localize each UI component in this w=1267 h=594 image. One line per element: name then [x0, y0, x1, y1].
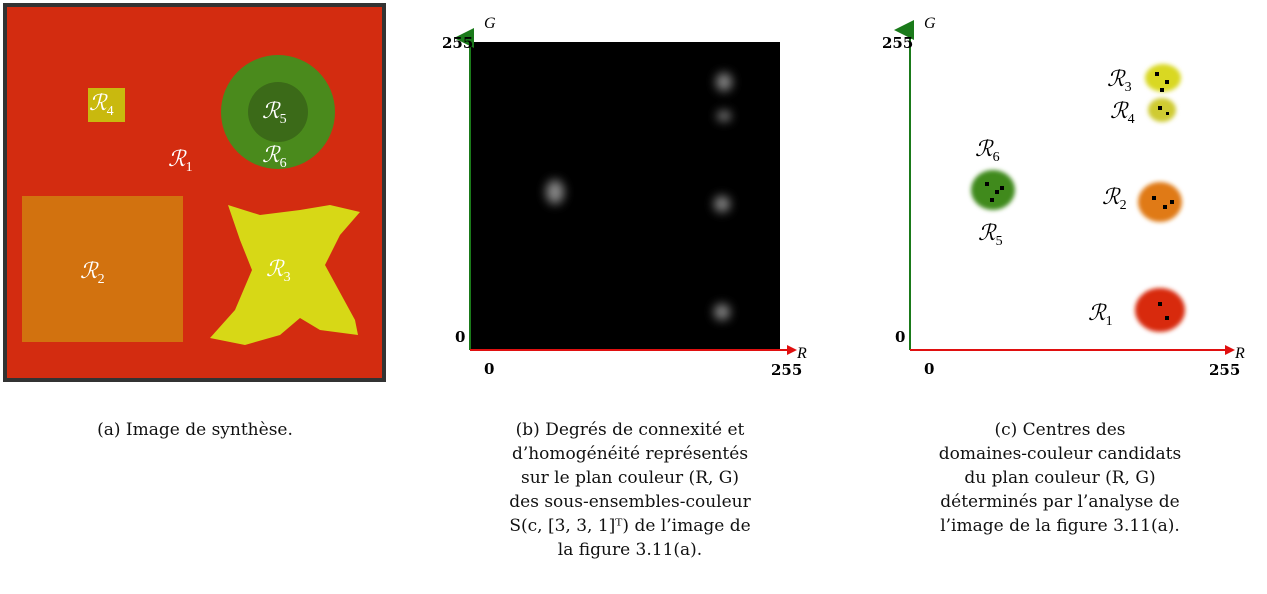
y-tick-label: 255	[882, 34, 913, 52]
y-axis-label: G	[924, 15, 936, 32]
caption-line: sur le plan couleur (R, G)	[520, 468, 740, 488]
y-tick-label: 0	[455, 328, 465, 346]
region-index: 2	[98, 272, 105, 287]
caption-line: domaines-couleur candidats	[938, 444, 1182, 464]
caption-line: S(c, [3, 3, 1]ᵀ) de l’image de	[509, 516, 751, 536]
region-letter: ℛ	[1110, 98, 1129, 123]
region-index: 4	[1128, 112, 1135, 127]
region-index: 3	[284, 270, 291, 285]
x-tick-label: 0	[924, 360, 934, 378]
caption-b: (b) Degrés de connexité et d’homogénéité …	[450, 418, 810, 562]
region-label: ℛ4	[1110, 98, 1135, 127]
region-label: ℛ5	[978, 220, 1003, 249]
x-axis-label: R	[1234, 345, 1245, 362]
caption-line: des sous-ensembles-couleur	[509, 492, 751, 512]
region-letter: ℛ	[975, 136, 994, 161]
region-label: ℛ3	[266, 256, 291, 285]
region-letter: ℛ	[978, 220, 997, 245]
synthetic-image	[3, 3, 386, 382]
x-tick-label: 255	[771, 361, 802, 379]
region-letter: ℛ	[168, 146, 187, 171]
caption-line: (a) Image de synthèse.	[97, 420, 293, 440]
y-tick-label: 255	[442, 34, 473, 52]
caption-line: déterminés par l’analyse de	[940, 492, 1180, 512]
region-letter: ℛ	[1107, 66, 1126, 91]
region-label: ℛ6	[262, 142, 287, 171]
candidate-centres-plane	[894, 20, 1235, 355]
region-index: 1	[186, 160, 193, 175]
region-index: 1	[1106, 314, 1113, 329]
region-letter: ℛ	[1102, 184, 1121, 209]
region-label: ℛ1	[168, 146, 193, 175]
x-axis-label: R	[796, 345, 807, 362]
region-letter: ℛ	[80, 258, 99, 283]
region-label: ℛ3	[1107, 66, 1132, 95]
caption-a: (a) Image de synthèse.	[30, 418, 360, 442]
x-tick-label: 0	[484, 360, 494, 378]
region-index: 6	[280, 156, 287, 171]
region-index: 5	[996, 234, 1003, 249]
y-tick-label: 0	[895, 328, 905, 346]
region-label: ℛ2	[1102, 184, 1127, 213]
caption-line: du plan couleur (R, G)	[964, 468, 1156, 488]
region-index: 5	[280, 112, 287, 127]
caption-c: (c) Centres des domaines-couleur candidat…	[880, 418, 1240, 538]
caption-line: la figure 3.11(a).	[557, 540, 703, 560]
region-index: 6	[993, 150, 1000, 165]
region-label: ℛ6	[975, 136, 1000, 165]
caption-line: (c) Centres des	[994, 420, 1126, 440]
region-letter: ℛ	[262, 142, 281, 167]
region-letter: ℛ	[1088, 300, 1107, 325]
region-index: 3	[1125, 80, 1132, 95]
region-label: ℛ2	[80, 258, 105, 287]
region-label: ℛ4	[89, 90, 114, 119]
region-index: 2	[1120, 198, 1127, 213]
region-letter: ℛ	[262, 98, 281, 123]
region-letter: ℛ	[89, 90, 108, 115]
region-label: ℛ5	[262, 98, 287, 127]
y-axis-label: G	[484, 15, 496, 32]
caption-line: (b) Degrés de connexité et	[515, 420, 745, 440]
caption-line: d’homogénéité représentés	[511, 444, 749, 464]
region-label: ℛ1	[1088, 300, 1113, 329]
region-letter: ℛ	[266, 256, 285, 281]
connectivity-plane	[454, 28, 797, 355]
region-index: 4	[107, 104, 114, 119]
caption-line: l’image de la figure 3.11(a).	[940, 516, 1180, 536]
x-tick-label: 255	[1209, 361, 1240, 379]
